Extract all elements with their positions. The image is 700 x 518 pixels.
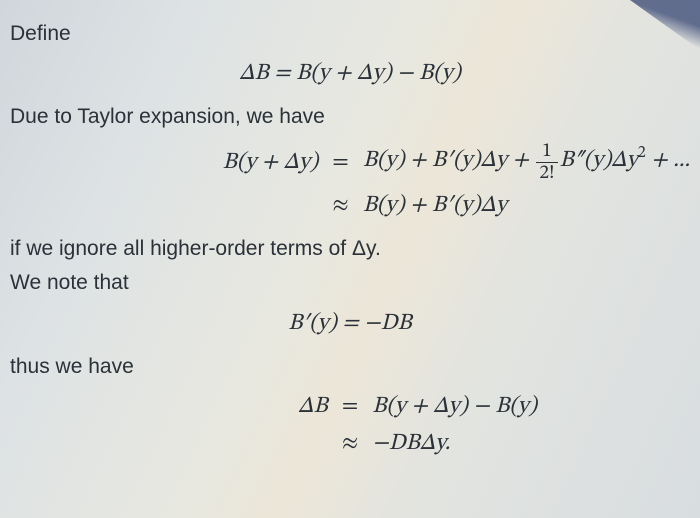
eq4-rhs1: B(y + Δy) − B(y) [372, 391, 537, 422]
text-we-note-that: We note that [10, 269, 690, 297]
eq2-rhs2: B(y) + B′(y)Δy [363, 190, 507, 221]
eq2-lhs: B(y + Δy) [223, 147, 319, 178]
eq3-expr: B′(y) = −DB [288, 312, 412, 335]
equation-taylor-expansion: B(y + Δy) = B(y) + B′(y)Δy + 12!B″(y)Δy2… [10, 142, 690, 221]
eq4-rel-approx: ≈ [342, 428, 359, 459]
eq2-rhs1-a: B(y) + B′(y)Δy + [363, 149, 535, 172]
eq4-lhs: ΔB [298, 391, 328, 422]
eq4-rhs2: −DBΔy. [372, 428, 450, 459]
equation-b-prime: B′(y) = −DB [10, 308, 690, 339]
slide-content: Define ΔB = B(y + Δy) − B(y) Due to Tayl… [0, 0, 700, 483]
eq2-rel-eq: = [332, 147, 349, 178]
text-thus-we-have: thus we have [10, 353, 690, 381]
eq2-rhs1: B(y) + B′(y)Δy + 12!B″(y)Δy2 + ... [363, 142, 690, 184]
equation-delta-b-def: ΔB = B(y + Δy) − B(y) [10, 58, 690, 89]
eq2-rhs1-sup: 2 [638, 145, 646, 161]
eq2-frac: 12! [536, 142, 557, 184]
equation-delta-b-result: ΔB = B(y + Δy) − B(y) ≈ −DBΔy. [10, 391, 690, 459]
text-ignore-higher-order: if we ignore all higher-order terms of Δ… [10, 235, 690, 263]
eq2-rhs1-c: + ... [646, 149, 690, 172]
text-due-to-taylor: Due to Taylor expansion, we have [10, 103, 690, 131]
eq2-frac-num: 1 [536, 142, 557, 163]
eq2-rhs1-b: B″(y)Δy [560, 149, 638, 172]
text-define: Define [10, 20, 690, 48]
eq2-frac-den: 2! [536, 162, 557, 184]
eq1-expr: ΔB = B(y + Δy) − B(y) [239, 62, 461, 85]
eq4-rel-eq: = [342, 391, 359, 422]
eq2-rel-approx: ≈ [332, 190, 349, 221]
